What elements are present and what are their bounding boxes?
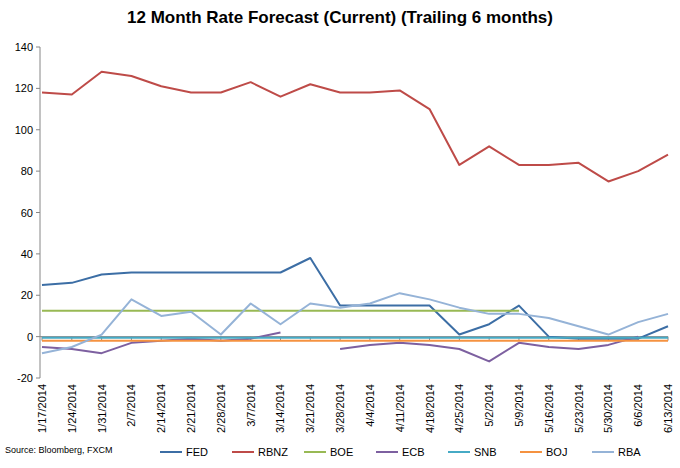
y-tick-label: 120 bbox=[15, 82, 33, 94]
y-tick bbox=[36, 336, 40, 337]
y-tick bbox=[36, 47, 40, 48]
legend-swatch bbox=[376, 451, 398, 453]
x-tick-label: 3/21/2014 bbox=[304, 384, 316, 433]
y-tick bbox=[36, 129, 40, 130]
series-line bbox=[42, 310, 519, 312]
y-tick bbox=[36, 253, 40, 254]
x-tick-label: 4/4/2014 bbox=[364, 384, 376, 427]
legend-swatch bbox=[448, 451, 470, 453]
x-tick-label: 2/28/2014 bbox=[215, 384, 227, 433]
y-tick-label: -20 bbox=[17, 372, 33, 384]
legend-label: RBA bbox=[618, 446, 641, 458]
legend-label: SNB bbox=[474, 446, 497, 458]
x-tick-label: 4/18/2014 bbox=[424, 384, 436, 433]
x-tick-label: 6/13/2014 bbox=[662, 384, 674, 433]
x-tick-label: 2/14/2014 bbox=[155, 384, 167, 433]
y-tick-label: 0 bbox=[27, 331, 33, 343]
series-line bbox=[42, 337, 668, 339]
legend-label: BOE bbox=[330, 446, 353, 458]
legend-swatch bbox=[160, 451, 182, 453]
x-tick-label: 5/30/2014 bbox=[602, 384, 614, 433]
x-tick-label: 5/9/2014 bbox=[513, 384, 525, 427]
x-tick-label: 4/11/2014 bbox=[394, 384, 406, 432]
x-tick-label: 5/2/2014 bbox=[483, 384, 495, 427]
legend-label: BOJ bbox=[546, 446, 567, 458]
x-tick-label: 3/14/2014 bbox=[274, 384, 286, 433]
y-tick-label: 20 bbox=[21, 289, 33, 301]
legend-label: ECB bbox=[402, 446, 425, 458]
x-tick-label: 3/7/2014 bbox=[245, 384, 257, 427]
legend-label: FED bbox=[186, 446, 208, 458]
series-line bbox=[42, 258, 668, 339]
legend-swatch bbox=[520, 451, 542, 453]
chart: 12 Month Rate Forecast (Current) (Traili… bbox=[0, 0, 680, 468]
legend-label: RBNZ bbox=[258, 446, 288, 458]
x-tick-label: 2/21/2014 bbox=[185, 384, 197, 433]
x-tick-label: 2/7/2014 bbox=[125, 384, 137, 427]
source: Source: Bloomberg, FXCM bbox=[5, 445, 113, 455]
x-tick-label: 6/6/2014 bbox=[632, 384, 644, 427]
y-tick bbox=[36, 88, 40, 89]
y-tick-label: 140 bbox=[15, 41, 33, 53]
x-tick-label: 1/31/2014 bbox=[96, 384, 108, 433]
x-axis bbox=[40, 336, 668, 337]
x-tick-label: 5/16/2014 bbox=[543, 384, 555, 433]
plot-area bbox=[42, 72, 668, 362]
x-tick-label: 5/23/2014 bbox=[573, 384, 585, 433]
x-tick-label: 1/17/2014 bbox=[36, 384, 48, 433]
legend-swatch bbox=[592, 451, 614, 453]
y-tick-label: 60 bbox=[21, 207, 33, 219]
x-tick-label: 3/28/2014 bbox=[334, 384, 346, 433]
y-tick bbox=[36, 171, 40, 172]
y-tick-label: 40 bbox=[21, 248, 33, 260]
y-tick-label: 80 bbox=[21, 165, 33, 177]
series-line bbox=[42, 293, 668, 353]
x-tick-label: 1/24/2014 bbox=[66, 384, 78, 433]
legend-swatch bbox=[232, 451, 254, 453]
series-line bbox=[42, 72, 668, 182]
y-tick bbox=[36, 378, 40, 379]
legend-swatch bbox=[304, 451, 326, 453]
title: 12 Month Rate Forecast (Current) (Traili… bbox=[127, 8, 553, 27]
x-tick-label: 4/25/2014 bbox=[453, 384, 465, 433]
y-tick bbox=[36, 295, 40, 296]
y-tick bbox=[36, 212, 40, 213]
y-tick-label: 100 bbox=[15, 124, 33, 136]
series-line bbox=[42, 340, 668, 342]
